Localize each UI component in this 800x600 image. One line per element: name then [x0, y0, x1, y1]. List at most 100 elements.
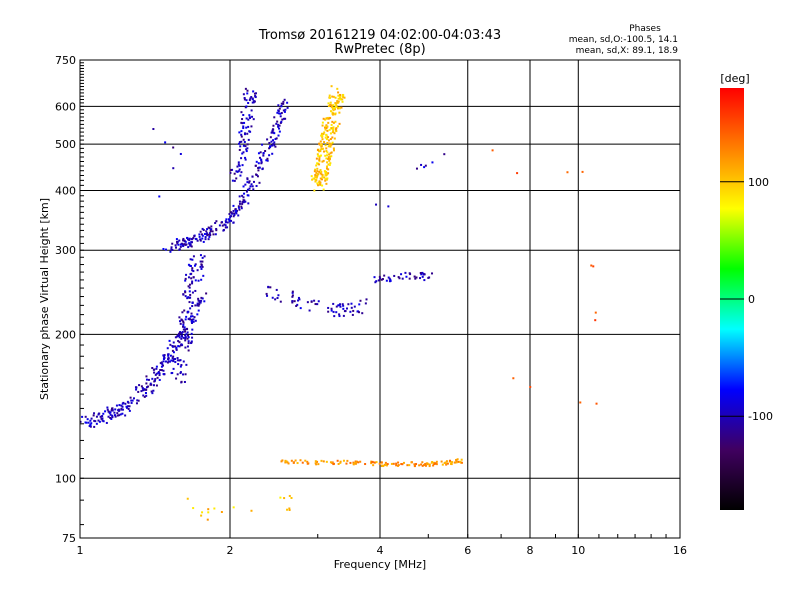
data-point: [329, 117, 332, 120]
data-point: [162, 364, 165, 367]
data-point: [215, 220, 218, 223]
data-point: [126, 400, 129, 403]
data-point: [324, 172, 327, 175]
data-point: [199, 301, 202, 304]
data-point: [306, 301, 309, 304]
data-point: [220, 221, 223, 224]
data-point: [238, 200, 241, 203]
data-point: [209, 234, 212, 237]
data-point: [220, 511, 223, 514]
data-point: [247, 202, 250, 205]
data-point: [178, 345, 181, 348]
data-point: [262, 154, 265, 157]
data-point: [242, 113, 245, 116]
data-point: [386, 463, 389, 466]
data-point: [423, 464, 426, 467]
data-point: [278, 127, 281, 130]
data-point: [88, 425, 91, 428]
data-point: [318, 150, 321, 153]
data-point: [371, 460, 374, 463]
data-point: [335, 130, 338, 133]
data-point: [237, 170, 240, 173]
data-point: [286, 101, 289, 104]
data-point: [169, 343, 172, 346]
data-point: [296, 303, 299, 306]
data-point: [182, 336, 185, 339]
data-point: [337, 304, 340, 307]
data-point: [294, 459, 297, 462]
data-point: [201, 511, 204, 514]
data-point: [235, 170, 238, 173]
data-point: [171, 349, 174, 352]
data-point: [189, 307, 192, 310]
data-point: [345, 307, 348, 310]
data-point: [149, 382, 152, 385]
data-point: [131, 399, 134, 402]
data-point: [137, 399, 140, 402]
data-point: [174, 345, 177, 348]
data-point: [235, 177, 238, 180]
data-point: [242, 144, 245, 147]
data-point: [342, 314, 345, 317]
data-point: [178, 316, 181, 319]
data-point: [190, 277, 193, 280]
data-point: [179, 359, 182, 362]
data-point: [246, 89, 249, 92]
data-point: [244, 145, 247, 148]
data-point: [240, 171, 243, 174]
data-point: [177, 363, 180, 366]
data-point: [460, 458, 463, 461]
data-point: [329, 143, 332, 146]
data-point: [116, 412, 119, 415]
data-point: [189, 258, 192, 261]
data-point: [189, 273, 192, 276]
data-point: [240, 157, 243, 160]
data-point: [268, 141, 271, 144]
data-point: [338, 313, 341, 316]
data-point: [190, 245, 193, 248]
data-point: [339, 98, 342, 101]
data-point: [183, 309, 186, 312]
data-point: [191, 269, 194, 272]
data-point: [276, 111, 279, 114]
data-point: [312, 177, 315, 180]
data-point: [277, 294, 280, 297]
data-point: [85, 421, 88, 424]
data-point: [326, 161, 329, 164]
data-point: [248, 117, 251, 120]
data-point: [181, 244, 184, 247]
data-point: [253, 92, 256, 95]
data-point: [212, 233, 215, 236]
data-point: [247, 138, 250, 141]
data-point: [423, 279, 426, 282]
data-point: [293, 300, 296, 303]
data-point: [224, 220, 227, 223]
data-point: [327, 157, 330, 160]
data-point: [150, 383, 153, 386]
data-point: [166, 347, 169, 350]
data-point: [176, 240, 179, 243]
data-point: [215, 227, 218, 230]
data-point: [172, 358, 175, 361]
data-point: [329, 101, 332, 104]
data-point: [459, 460, 462, 463]
data-point: [334, 96, 337, 99]
data-point: [246, 181, 249, 184]
data-point: [251, 185, 254, 188]
data-point: [180, 380, 183, 383]
data-point: [201, 260, 204, 263]
data-point: [326, 141, 329, 144]
data-point: [178, 239, 181, 242]
data-point: [255, 160, 258, 163]
x-axis-label: Frequency [MHz]: [334, 558, 426, 571]
data-point: [325, 133, 328, 136]
data-point: [134, 386, 137, 389]
data-point: [243, 98, 246, 101]
data-point: [104, 410, 107, 413]
data-point: [271, 144, 274, 147]
data-point: [196, 313, 199, 316]
data-point: [135, 388, 138, 391]
chart-title: Tromsø 20161219 04:02:00-04:03:43: [258, 28, 501, 43]
data-point: [182, 328, 185, 331]
data-point: [330, 309, 333, 312]
